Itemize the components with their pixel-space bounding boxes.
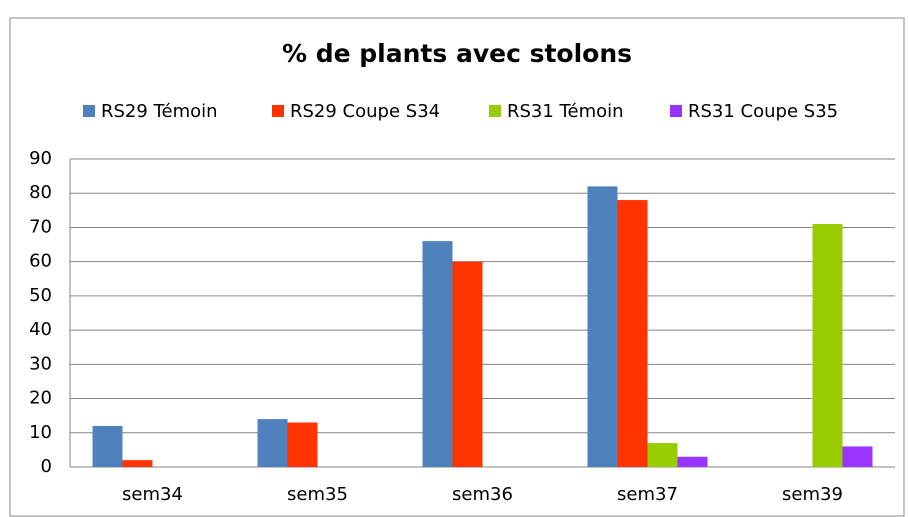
y-tick-label: 90 [29,148,52,169]
bar [587,186,618,467]
y-tick-label: 10 [29,422,52,443]
bar [422,241,453,467]
y-tick-label: 60 [29,251,52,272]
bar [677,456,708,467]
x-tick-label: sem37 [617,484,678,505]
bar [287,422,318,467]
x-tick-label: sem39 [782,484,843,505]
legend-label: RS29 Coupe S34 [290,101,440,122]
bar [647,443,678,467]
bar [842,446,873,467]
legend-swatch [272,105,284,117]
x-tick-label: sem35 [287,484,348,505]
y-tick-label: 0 [41,456,52,477]
x-tick-label: sem34 [122,484,183,505]
y-tick-label: 80 [29,182,52,203]
legend-label: RS31 Témoin [507,101,624,122]
y-tick-label: 40 [29,319,52,340]
bar [122,460,153,467]
x-tick-label: sem36 [452,484,513,505]
legend-label: RS29 Témoin [101,101,218,122]
legend-label: RS31 Coupe S35 [688,101,838,122]
bar [92,425,123,467]
legend-swatch [489,105,501,117]
y-tick-label: 30 [29,353,52,374]
legend-swatch [83,105,95,117]
y-tick-label: 70 [29,216,52,237]
y-tick-label: 20 [29,388,52,409]
bar [617,200,648,468]
legend-swatch [670,105,682,117]
bar [812,224,843,467]
y-tick-label: 50 [29,285,52,306]
bar [452,261,483,467]
bar [257,419,288,467]
chart-title: % de plants avec stolons [282,39,632,68]
